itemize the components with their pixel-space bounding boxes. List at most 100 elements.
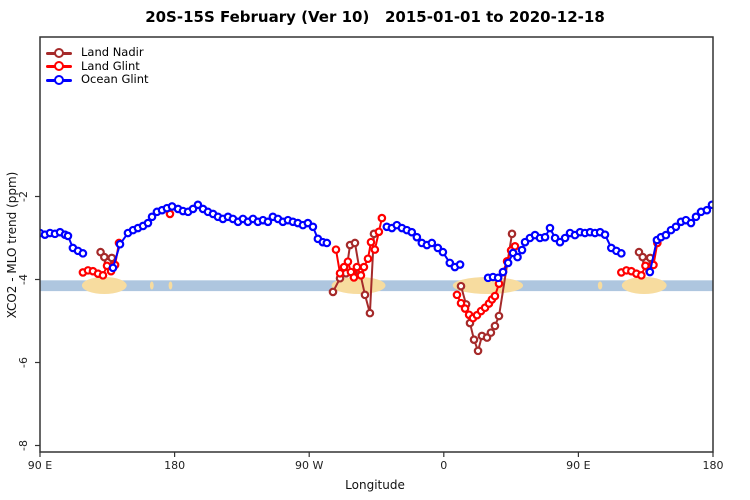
x-tick-label: 90 E <box>28 459 52 472</box>
data-point <box>363 254 373 264</box>
data-point <box>78 249 88 258</box>
data-point <box>143 218 153 228</box>
data-point <box>545 223 555 233</box>
data-point <box>98 271 108 280</box>
x-axis-label: Longitude <box>345 478 405 492</box>
land-nadir-marker-icon <box>46 47 72 58</box>
data-point <box>328 287 338 297</box>
data-point <box>560 233 570 243</box>
land-highlight-blob <box>621 277 667 294</box>
plot-box <box>39 36 714 453</box>
data-point <box>331 245 341 254</box>
data-point <box>645 267 655 277</box>
data-point <box>193 200 203 210</box>
data-point <box>452 290 462 300</box>
legend-item-land-glint: Land Glint <box>46 58 149 74</box>
chart-title: 20S-15S February (Ver 10) 2015-01-01 to … <box>145 8 605 26</box>
y-tick-label: -4 <box>17 274 30 285</box>
data-point <box>661 230 671 240</box>
data-point <box>507 229 517 239</box>
land-glint-marker-icon <box>46 61 72 72</box>
data-point <box>349 273 359 282</box>
data-point <box>433 243 443 253</box>
legend-item-land-nadir: Land Nadir <box>46 45 149 60</box>
data-point <box>517 245 527 255</box>
y-tick-label: -8 <box>17 440 30 451</box>
data-point <box>460 304 470 313</box>
data-point <box>115 239 125 249</box>
data-point <box>691 212 701 222</box>
legend-label: Land Glint <box>81 58 140 73</box>
x-tick-label: 180 <box>164 459 185 472</box>
data-point <box>263 217 273 227</box>
x-tick-label: 90 E <box>566 459 590 472</box>
series-ocean-glint <box>40 200 713 283</box>
data-point <box>407 227 417 237</box>
y-tick-label: -6 <box>17 357 30 368</box>
land-highlight-blob <box>81 277 127 294</box>
data-point <box>377 213 387 223</box>
y-tick-label: -2 <box>17 191 30 202</box>
data-point <box>427 238 437 248</box>
land-highlight-blob <box>168 281 173 290</box>
data-point <box>108 263 118 273</box>
data-point <box>350 238 360 248</box>
x-tick-label: 180 <box>703 459 724 472</box>
data-point <box>469 335 479 344</box>
data-point <box>360 290 370 300</box>
data-point <box>374 227 384 237</box>
data-point <box>494 311 504 321</box>
data-point <box>147 212 157 222</box>
data-point <box>513 252 522 262</box>
data-point <box>510 242 520 251</box>
x-tick-label: 0 <box>440 459 447 472</box>
data-point <box>438 247 448 257</box>
data-point <box>540 232 550 242</box>
data-point <box>503 258 513 268</box>
x-tick-label: 90 W <box>295 459 323 472</box>
data-point <box>473 346 483 356</box>
data-point <box>600 230 610 239</box>
plot-inner <box>40 200 713 356</box>
data-point <box>339 262 349 272</box>
legend-label: Ocean Glint <box>81 72 149 86</box>
data-point <box>365 308 375 318</box>
y-axis-label: XCO2 - MLO trend (ppm) <box>5 171 19 319</box>
data-point <box>498 267 508 277</box>
data-point <box>352 262 362 272</box>
land-highlight-blob <box>597 281 603 290</box>
data-point <box>343 257 353 266</box>
data-point <box>641 261 650 271</box>
data-point <box>702 205 712 215</box>
data-point <box>370 245 380 254</box>
data-point <box>671 222 681 232</box>
data-point <box>366 237 376 247</box>
data-point <box>456 298 466 308</box>
data-point <box>456 281 466 291</box>
data-point <box>308 222 318 232</box>
data-point <box>493 273 503 283</box>
data-point <box>490 291 500 301</box>
legend-item-ocean-glint: Ocean Glint <box>46 72 149 87</box>
data-point <box>412 232 422 242</box>
data-point <box>555 237 565 247</box>
data-point <box>445 258 455 268</box>
data-point <box>335 268 345 278</box>
data-point <box>490 321 500 331</box>
legend-label: Land Nadir <box>81 45 144 59</box>
data-point <box>322 238 332 248</box>
data-point <box>455 260 465 269</box>
data-point <box>486 328 496 337</box>
land-highlight-blob <box>149 281 154 290</box>
data-point <box>359 262 369 272</box>
legend: Land Nadir Land Glint Ocean Glint <box>46 45 149 87</box>
data-point <box>707 200 713 210</box>
data-point <box>617 249 626 258</box>
data-point <box>63 231 73 241</box>
data-point <box>356 271 366 280</box>
data-point <box>107 253 117 263</box>
data-point <box>686 218 696 228</box>
ocean-glint-marker-icon <box>46 74 72 85</box>
